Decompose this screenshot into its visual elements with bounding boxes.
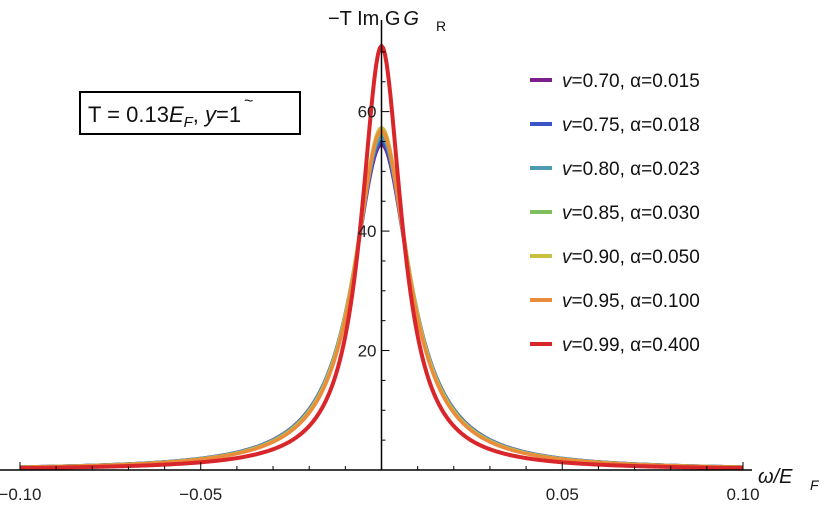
y-tick-label: 40 [358, 222, 377, 241]
legend-label-7: v=0.99, α=0.400 [562, 335, 700, 356]
y-tick-label: 60 [358, 103, 377, 122]
annotation-text: T = 0.13EF, y=1 [88, 102, 241, 131]
x-tick-label: −0.05 [179, 485, 222, 504]
x-axis-title: ω/E [758, 466, 793, 488]
x-tick-label: 0.05 [546, 485, 579, 504]
x-tick-label: 0.10 [726, 485, 759, 504]
legend-label-5: v=0.90, α=0.050 [562, 247, 700, 268]
legend-label-6: v=0.95, α=0.100 [562, 291, 700, 312]
legend-label-2: v=0.75, α=0.018 [562, 115, 700, 136]
legend-label-4: v=0.85, α=0.030 [562, 203, 700, 224]
legend-label-3: v=0.80, α=0.023 [562, 159, 700, 180]
annotation-box [79, 91, 301, 135]
x-tick-label: −0.10 [0, 485, 42, 504]
parameter-annotation: T = 0.13EF, y=1 ~ [79, 91, 301, 135]
y-axis-title-subscript: R [436, 18, 446, 34]
x-axis-title-subscript: F [810, 477, 820, 493]
y-axis-title-g: G [403, 8, 419, 30]
y-tick-label: 20 [358, 342, 377, 361]
axes: −0.10 −0.05 0.05 0.10 20 40 60 [0, 20, 760, 504]
legend: v=0.70, α=0.015 v=0.75, α=0.018 v=0.80, α=… [530, 71, 700, 356]
annotation-tilde: ~ [244, 93, 253, 110]
legend-label-1: v=0.70, α=0.015 [562, 71, 700, 92]
